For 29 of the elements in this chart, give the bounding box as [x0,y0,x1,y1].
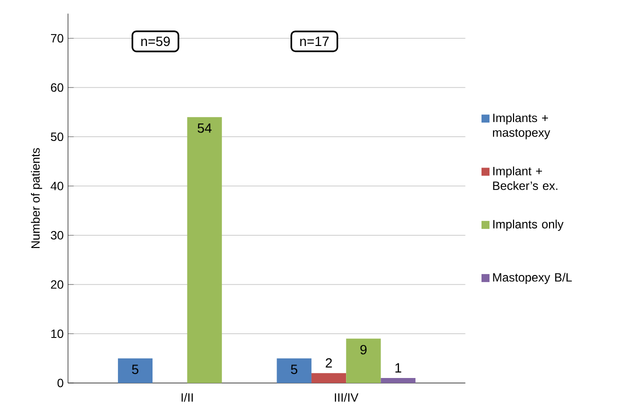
legend-label: Implants + mastopexy [492,113,550,140]
y-tick-label: 40 [50,182,64,190]
annotation: n=59 [141,36,170,46]
annotation: n=17 [300,36,329,46]
legend-label: Mastopexy B/L [493,272,572,284]
data-label: 2 [326,358,332,368]
y-tick-label: 60 [51,83,64,92]
y-axis-title: Number of patients [30,148,42,248]
legend-label: Implant + Becker’s ex. [493,166,558,190]
y-tick-label: 0 [58,378,64,388]
bar [380,378,416,383]
legend-label: Implants only [493,220,564,231]
y-tick-label: 20 [51,280,64,289]
y-tick-label: 30 [50,231,64,240]
x-tick-label: I/II [182,392,193,402]
bar [187,117,222,383]
data-label: 5 [132,364,138,374]
data-label: 9 [360,344,367,354]
bar [346,338,381,383]
bar [276,358,312,383]
bar [311,373,346,383]
y-tick-label: 50 [50,132,64,142]
y-tick-label: 10 [51,329,64,338]
data-label: 54 [198,124,212,133]
data-label: 1 [395,363,402,372]
bar [118,358,153,383]
y-tick-label: 70 [51,34,64,43]
data-label: 5 [290,364,298,374]
x-tick-label: III/IV [334,392,358,402]
